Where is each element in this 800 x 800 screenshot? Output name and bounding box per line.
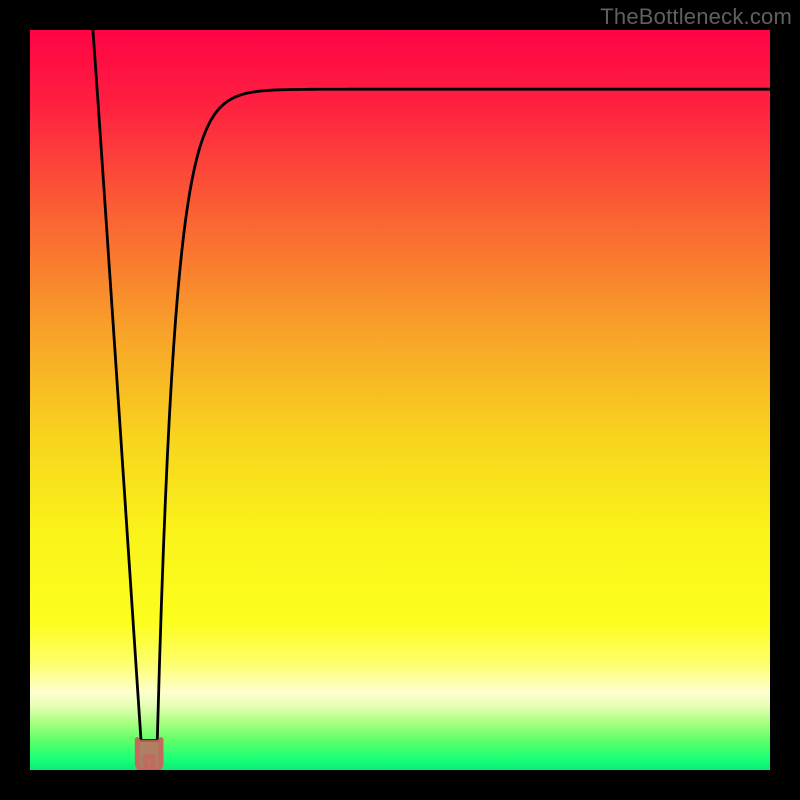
gradient-background bbox=[30, 30, 770, 770]
chart-container: TheBottleneck.com bbox=[0, 0, 800, 800]
watermark-text: TheBottleneck.com bbox=[600, 4, 792, 30]
optimal-marker bbox=[137, 740, 161, 771]
bottleneck-chart bbox=[0, 0, 800, 800]
